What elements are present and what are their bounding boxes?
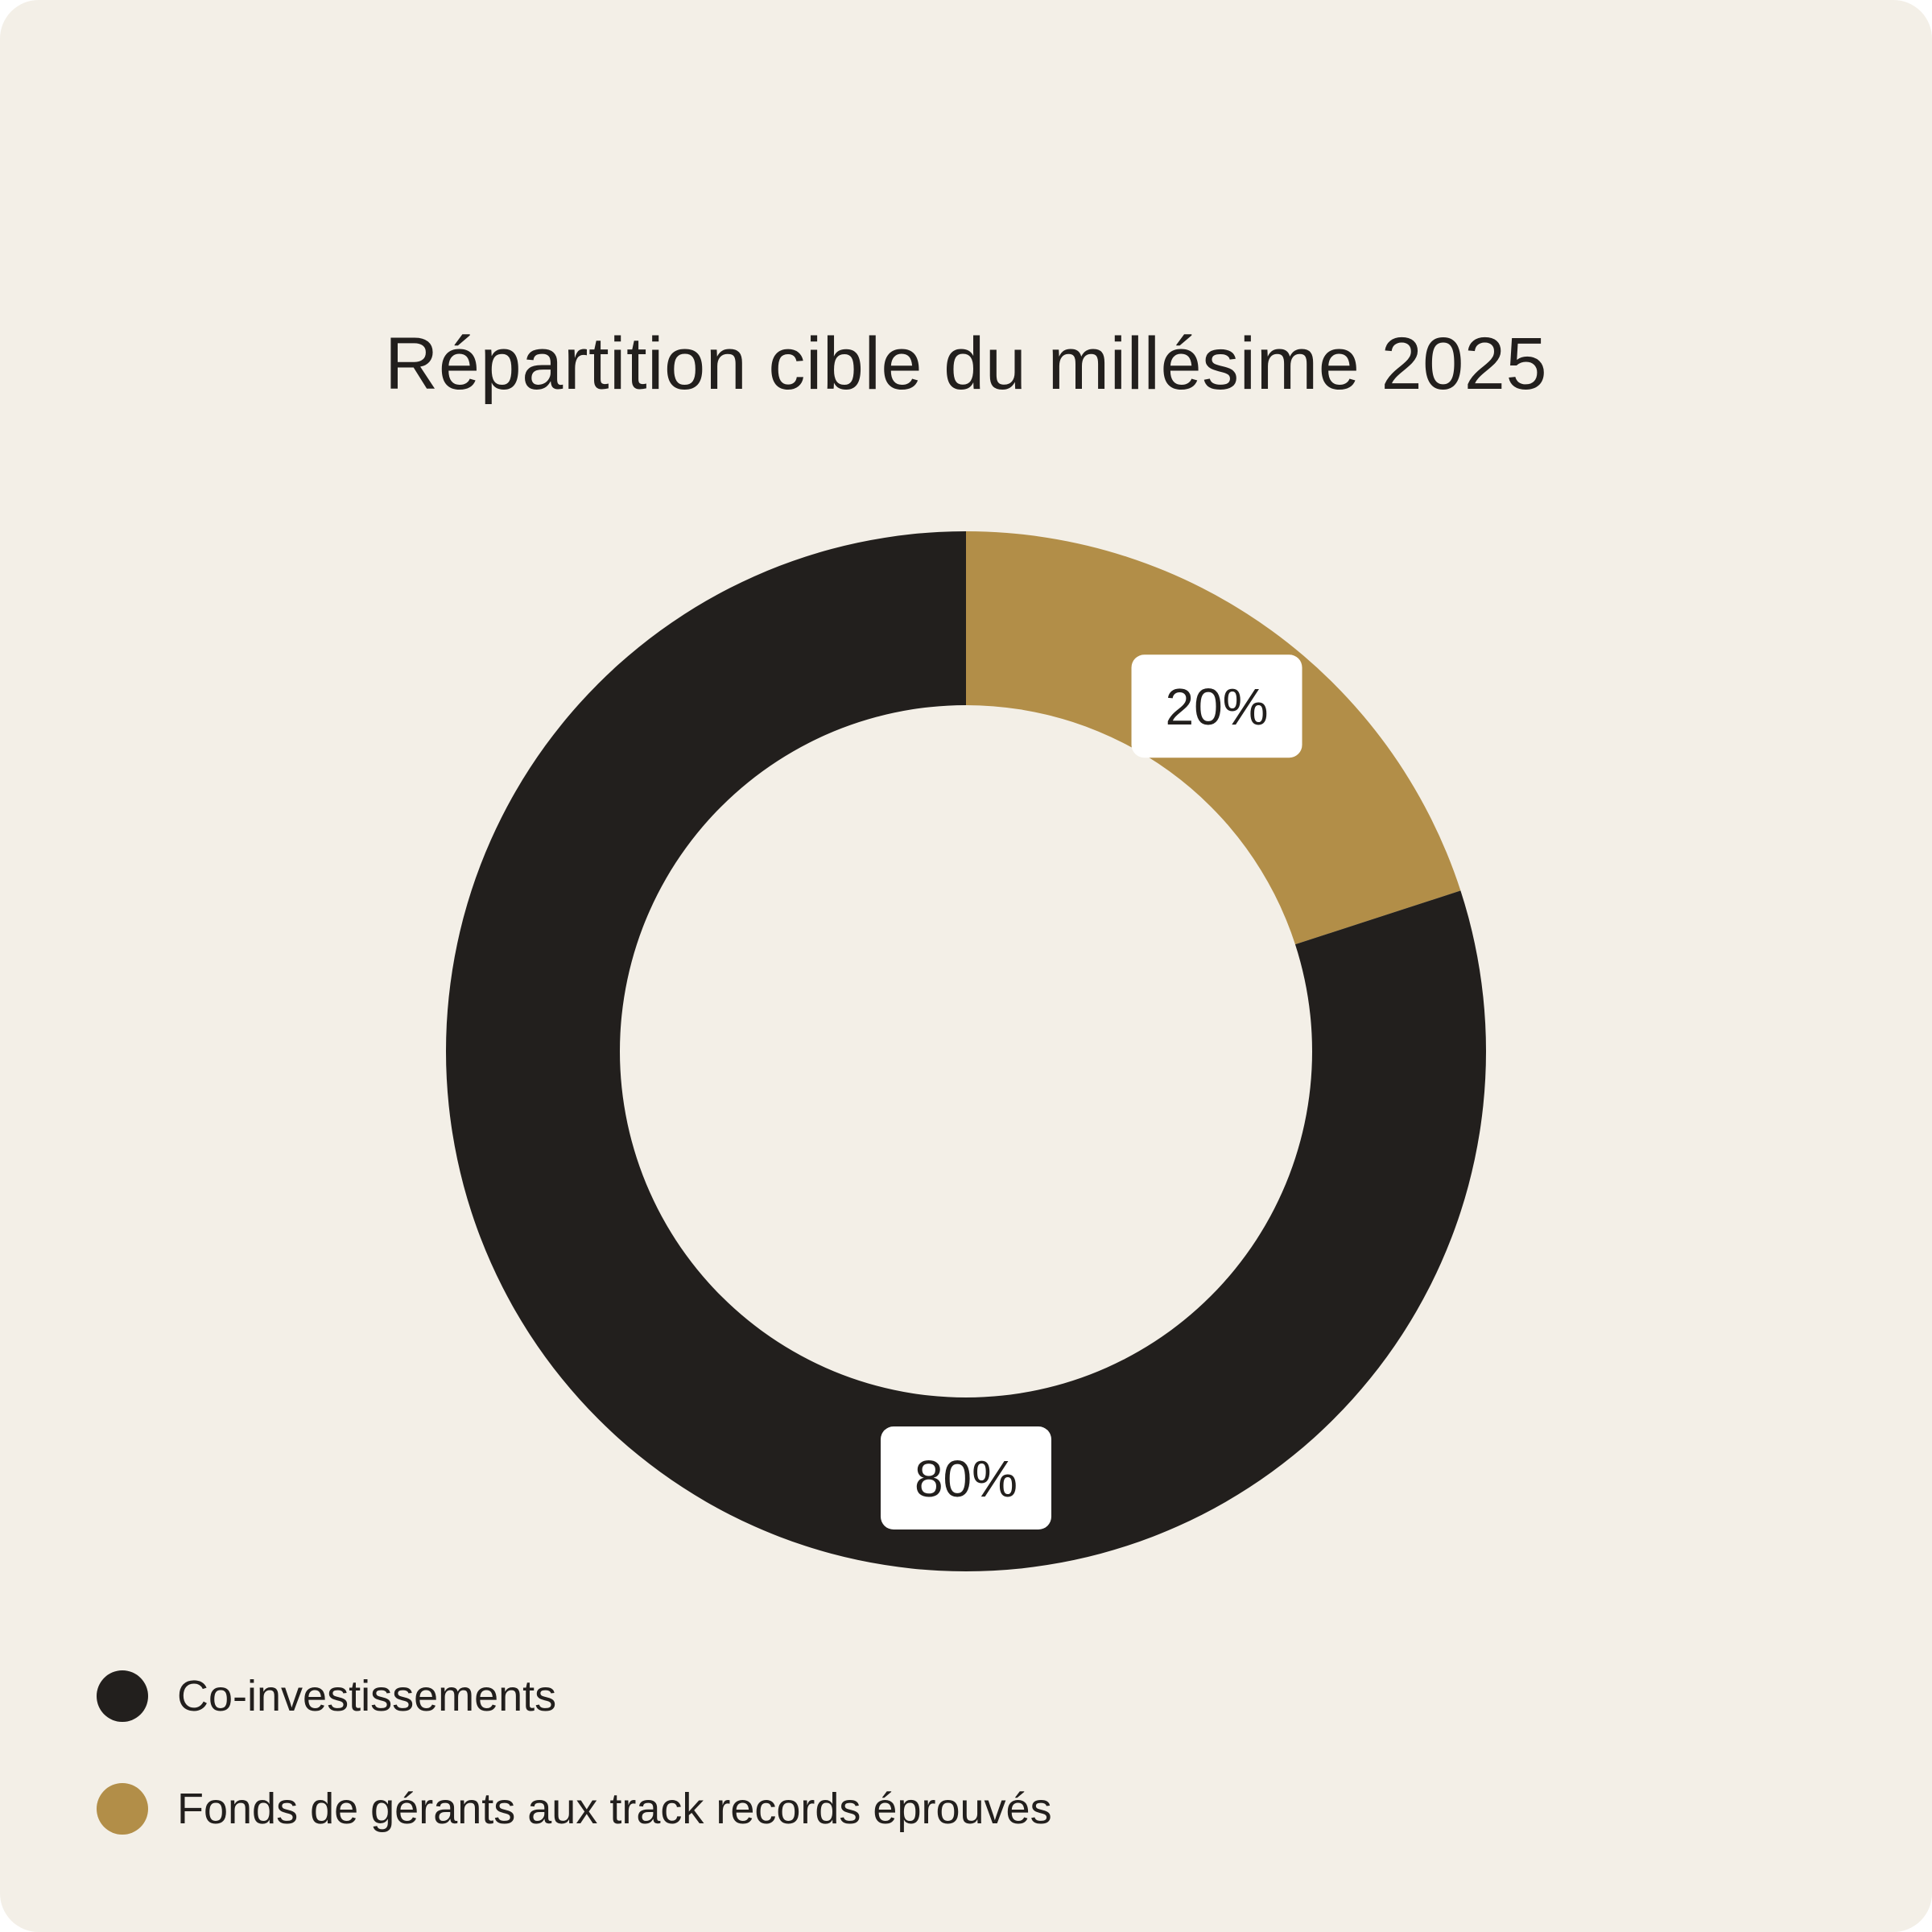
- legend-swatch-dark: [97, 1670, 148, 1722]
- legend-item-fonds-de-gerants: Fonds de gérants aux track records éprou…: [97, 1783, 1052, 1835]
- legend-label: Fonds de gérants aux track records éprou…: [177, 1785, 1052, 1833]
- value-label-text: 20%: [1165, 678, 1268, 736]
- chart-title: Répartition cible du millésime 2025: [384, 323, 1548, 405]
- value-label-text: 80%: [914, 1450, 1018, 1508]
- legend-item-co-investissements: Co-investissements: [97, 1670, 1052, 1722]
- slice-value-label-fonds-de-gerants: 20%: [1131, 654, 1302, 758]
- value-label-box: [881, 1426, 1051, 1530]
- legend-label: Co-investissements: [177, 1672, 557, 1720]
- slice-value-label-co-investissements: 80%: [881, 1426, 1051, 1530]
- value-label-box: [1131, 654, 1302, 758]
- legend-swatch-gold: [97, 1783, 148, 1835]
- donut-slice-co-investissements: [446, 531, 1487, 1571]
- chart-legend: Co-investissements Fonds de gérants aux …: [97, 1670, 1052, 1896]
